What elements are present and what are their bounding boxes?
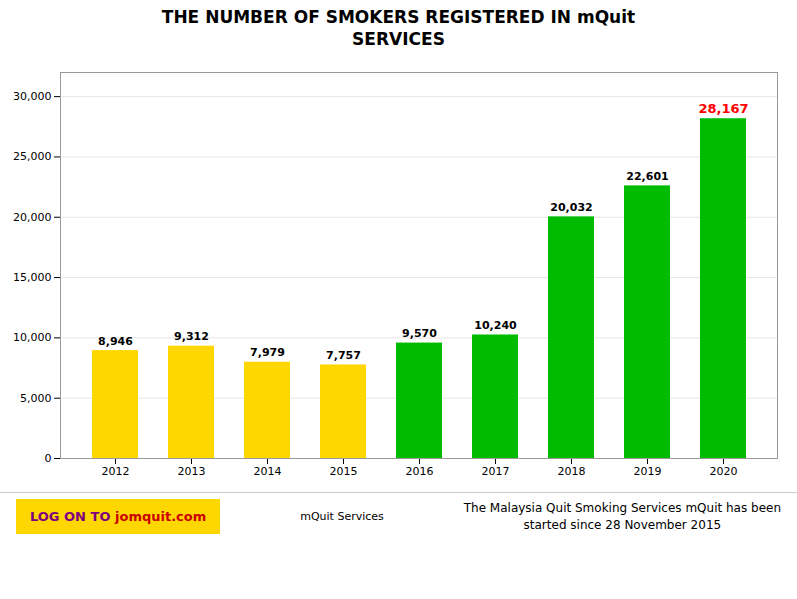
- svg-text:20,000: 20,000: [13, 211, 52, 224]
- svg-text:2019: 2019: [634, 465, 662, 478]
- html-text:THE NUMBER OF SMOKERS REGISTER: THE NUMBER OF SMOKERS REGISTERED IN mQui…: [161, 7, 636, 49]
- svg-text:2014: 2014: [254, 465, 282, 478]
- html-text:LOG ON TO jomquit.com: LOG ON TO jomquit.com: [30, 509, 207, 524]
- html-text:The Malaysia Quit Smoking Serv: The Malaysia Quit Smoking Services mQuit…: [463, 500, 781, 515]
- svg-text:25,000: 25,000: [13, 150, 52, 163]
- svg-text:10,240: 10,240: [474, 319, 517, 332]
- svg-text:15,000: 15,000: [13, 271, 52, 284]
- svg-text:9,570: 9,570: [402, 327, 437, 340]
- svg-text:9,312: 9,312: [174, 330, 209, 343]
- svg-text:2012: 2012: [102, 465, 130, 478]
- svg-text:8,946: 8,946: [98, 335, 133, 348]
- svg-text:2020: 2020: [710, 465, 738, 478]
- html-text:mQuit Services: mQuit Services: [300, 510, 384, 523]
- svg-text:2017: 2017: [482, 465, 510, 478]
- svg-text:2018: 2018: [558, 465, 586, 478]
- svg-text:0: 0: [45, 452, 52, 465]
- svg-text:2013: 2013: [178, 465, 206, 478]
- svg-text:30,000: 30,000: [13, 90, 52, 103]
- svg-text:22,601: 22,601: [626, 170, 668, 183]
- svg-text:10,000: 10,000: [13, 331, 52, 344]
- svg-text:2015: 2015: [330, 465, 358, 478]
- svg-text:28,167: 28,167: [698, 101, 748, 116]
- html-text:started since 28 November 2015: started since 28 November 2015: [523, 517, 722, 532]
- svg-text:2016: 2016: [406, 465, 434, 478]
- svg-text:7,757: 7,757: [326, 349, 361, 362]
- svg-text:20,032: 20,032: [550, 201, 592, 214]
- svg-text:7,979: 7,979: [250, 346, 285, 359]
- svg-text:5,000: 5,000: [20, 392, 52, 405]
